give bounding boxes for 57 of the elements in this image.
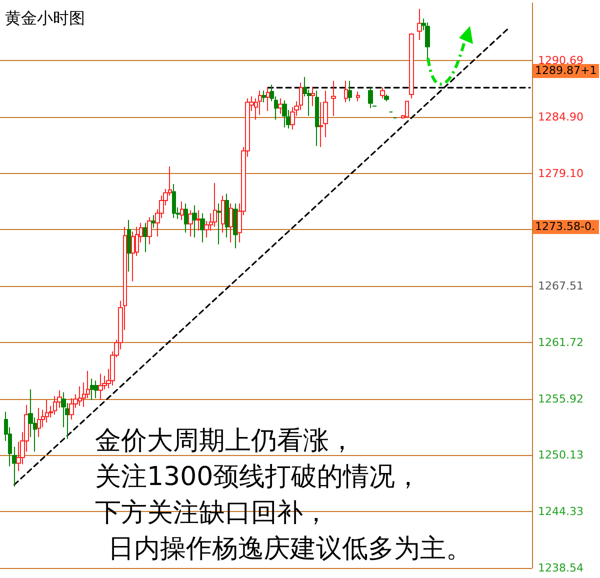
candlestick — [319, 102, 323, 148]
candlestick — [217, 202, 221, 245]
candlestick — [151, 214, 156, 228]
candlestick — [262, 90, 266, 103]
candlestick — [172, 184, 176, 219]
candlestick — [425, 22, 430, 59]
candlestick — [147, 216, 152, 245]
y-tick-label: 1261.72 — [538, 336, 584, 349]
candlestick — [37, 407, 41, 438]
candlestick — [127, 220, 131, 272]
candlestick — [98, 373, 103, 401]
candlestick — [331, 80, 336, 116]
candlestick — [143, 222, 148, 253]
candlestick — [233, 202, 238, 249]
candlestick — [311, 86, 315, 107]
candlestick — [90, 378, 94, 401]
candlestick — [348, 80, 352, 102]
y-tick-label: 1250.13 — [538, 448, 584, 462]
annotation: 日内操作杨逸庆建议低多为主。 — [108, 534, 472, 564]
candlestick — [225, 193, 229, 238]
y-tick-label: 1244.33 — [538, 505, 584, 518]
y-tick-label: 1284.90 — [538, 110, 584, 124]
text: 1289.87+1 — [535, 64, 597, 77]
candlestick — [12, 446, 17, 488]
candlestick — [188, 210, 193, 238]
candlestick — [184, 202, 188, 234]
candlestick — [131, 231, 135, 282]
candlestick — [409, 32, 414, 99]
candlestick — [229, 202, 233, 243]
candlestick — [213, 182, 217, 228]
candlestick — [192, 204, 197, 238]
annotation: 金价大周期上仍看涨， — [95, 426, 355, 456]
candlestick — [417, 8, 422, 40]
candlestick — [368, 86, 373, 109]
candlestick — [200, 212, 205, 243]
candlestick — [196, 210, 201, 232]
candlestick — [356, 91, 360, 102]
candlestick — [278, 98, 283, 114]
text: 1273.58-0. — [535, 220, 595, 233]
candlestick — [282, 100, 287, 128]
y-tick-label: 1279.10 — [538, 166, 584, 180]
candlestick — [405, 100, 409, 118]
candlestick — [344, 80, 348, 103]
candlestick — [380, 87, 385, 99]
y-tick-label: 1267.51 — [538, 280, 584, 293]
y-tick-label: 1255.92 — [538, 392, 584, 406]
candlestick — [69, 398, 74, 420]
candlestick — [266, 86, 270, 112]
chart-title: 黄金小时图 — [5, 8, 85, 28]
candlestick — [221, 195, 225, 234]
candlestick — [180, 201, 184, 221]
annotation: 关注1300颈线打破的情况， — [95, 462, 422, 492]
candlestick — [94, 380, 98, 399]
candlestick — [384, 94, 389, 102]
candlestick — [315, 90, 319, 147]
candlestick — [323, 90, 328, 138]
y-tick-label: 1238.54 — [538, 562, 584, 574]
